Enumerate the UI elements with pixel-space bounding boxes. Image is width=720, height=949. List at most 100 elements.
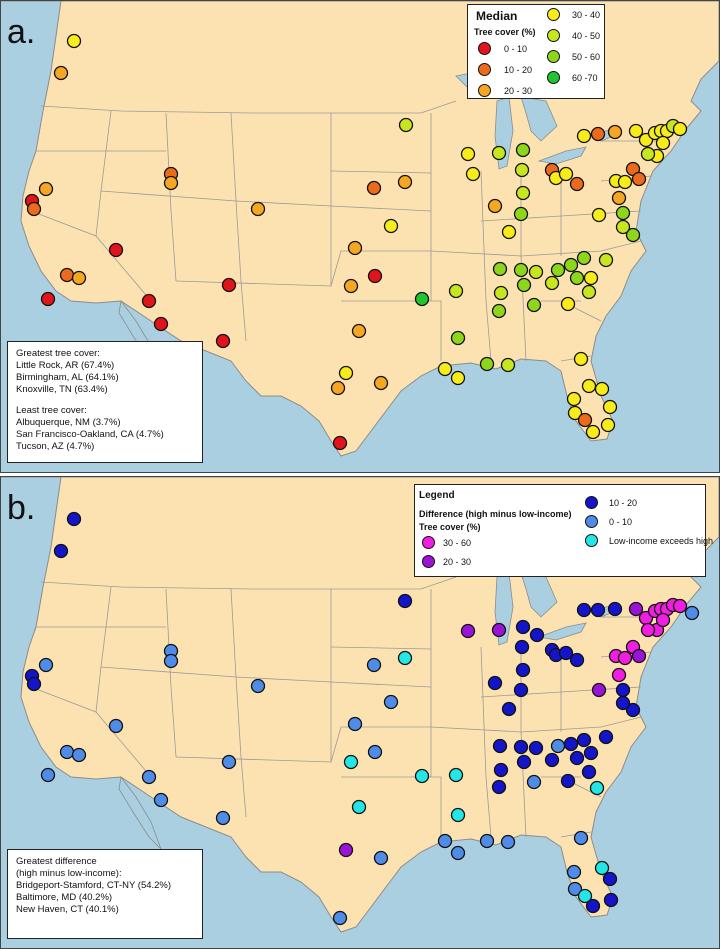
city-marker <box>491 145 507 161</box>
city-marker <box>373 850 389 866</box>
city-marker <box>603 892 619 908</box>
city-marker <box>448 767 464 783</box>
least-item-2: San Francisco-Oakland, CA (4.7%) <box>16 429 164 440</box>
city-marker <box>53 65 69 81</box>
city-marker <box>40 291 56 307</box>
legend-swatch-30-40 <box>547 8 560 21</box>
least-item-1: Albuquerque, NM (3.7%) <box>16 417 121 428</box>
legend-swatch-30-60 <box>422 536 435 549</box>
city-marker <box>221 277 237 293</box>
city-marker <box>594 381 610 397</box>
legend-swatch-low-income-exceeds <box>585 534 598 547</box>
city-marker <box>581 378 597 394</box>
city-marker <box>479 356 495 372</box>
city-marker <box>515 142 531 158</box>
city-marker <box>383 694 399 710</box>
city-marker <box>493 285 509 301</box>
city-marker <box>529 627 545 643</box>
city-marker <box>569 750 585 766</box>
city-marker <box>617 650 633 666</box>
greatest-title: Greatest tree cover: <box>16 348 100 359</box>
legend-b-subtitle: Difference (high minus low-income) <box>419 509 572 519</box>
legend-label-0-10: 0 - 10 <box>609 517 633 527</box>
legend-swatch-20-30 <box>422 555 435 568</box>
city-marker <box>66 511 82 527</box>
city-marker <box>528 264 544 280</box>
city-marker <box>492 738 508 754</box>
city-marker <box>153 792 169 808</box>
city-marker <box>141 293 157 309</box>
legend-label-10-20: 10 - 20 <box>504 65 533 75</box>
city-marker <box>513 682 529 698</box>
least-item-3: Tucson, AZ (4.7%) <box>16 441 95 452</box>
city-marker <box>672 121 688 137</box>
city-marker <box>343 754 359 770</box>
city-marker <box>591 682 607 698</box>
city-marker <box>594 860 610 876</box>
legend-swatch-10-20 <box>478 63 491 76</box>
city-marker <box>513 206 529 222</box>
city-marker <box>397 174 413 190</box>
city-marker <box>591 207 607 223</box>
legend-swatch-10-20 <box>585 496 598 509</box>
legend-a-title: Median <box>476 9 518 23</box>
legend-swatch-50-60 <box>547 50 560 63</box>
difference-title-2: (high minus low-income): <box>16 868 122 879</box>
difference-title-1: Greatest difference <box>16 856 97 867</box>
lake-huron <box>520 96 558 142</box>
city-marker <box>569 652 585 668</box>
city-marker <box>66 33 82 49</box>
city-marker <box>366 180 382 196</box>
city-marker <box>611 190 627 206</box>
city-marker <box>59 267 75 283</box>
city-marker <box>437 361 453 377</box>
city-marker <box>590 602 606 618</box>
city-marker <box>460 146 476 162</box>
city-marker <box>250 678 266 694</box>
city-marker <box>437 833 453 849</box>
city-marker <box>351 323 367 339</box>
city-marker <box>516 277 532 293</box>
city-marker <box>544 275 560 291</box>
city-marker <box>611 667 627 683</box>
city-marker <box>491 779 507 795</box>
city-marker <box>573 351 589 367</box>
legend-label-30-40: 30 - 40 <box>572 10 601 20</box>
city-markers-b <box>24 511 700 926</box>
legend-swatch-60-70 <box>547 71 560 84</box>
legend-label-40-50: 40 - 50 <box>572 31 601 41</box>
city-marker <box>558 645 574 661</box>
city-marker <box>560 773 576 789</box>
legend-b: Legend Difference (high minus low-income… <box>414 484 713 577</box>
city-marker <box>479 833 495 849</box>
city-marker <box>330 380 346 396</box>
city-marker <box>655 612 671 628</box>
city-marker <box>397 593 413 609</box>
city-marker <box>491 303 507 319</box>
greatest-item-3: Knoxville, TN (63.4%) <box>16 384 108 395</box>
lake-huron <box>520 572 558 618</box>
info-box-b: Greatest difference (high minus low-inco… <box>7 849 203 939</box>
legend-label-low-income-exceeds: Low-income exceeds high <box>609 536 714 546</box>
city-marker <box>26 201 42 217</box>
city-marker <box>450 370 466 386</box>
city-marker <box>141 769 157 785</box>
city-marker <box>450 845 466 861</box>
city-marker <box>215 333 231 349</box>
lake-erie <box>537 622 587 641</box>
city-marker <box>602 399 618 415</box>
city-marker <box>450 330 466 346</box>
gulf-of-california <box>118 776 162 850</box>
city-marker <box>600 417 616 433</box>
city-marker <box>615 682 631 698</box>
city-marker <box>367 268 383 284</box>
city-marker <box>577 888 593 904</box>
city-marker <box>631 648 647 664</box>
city-marker <box>366 657 382 673</box>
city-marker <box>347 716 363 732</box>
city-marker <box>108 718 124 734</box>
city-marker <box>492 261 508 277</box>
city-marker <box>598 729 614 745</box>
legend-label-20-30: 20 - 30 <box>443 557 472 567</box>
city-marker <box>569 270 585 286</box>
